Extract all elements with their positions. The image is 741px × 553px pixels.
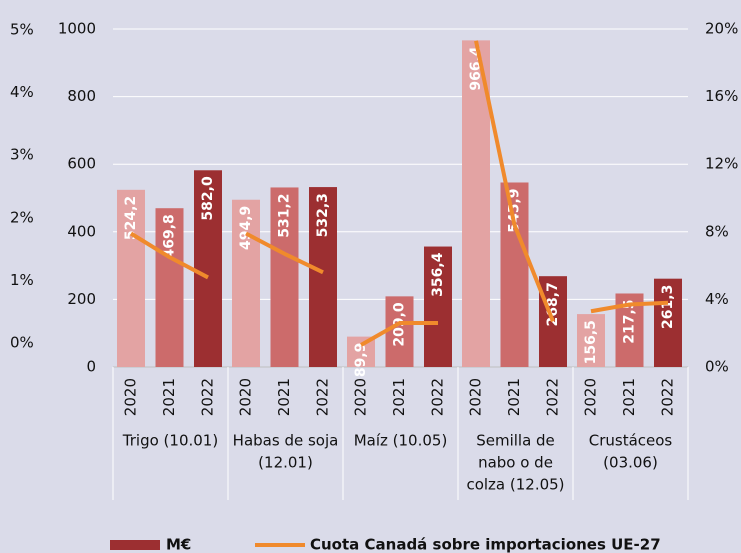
category-label: colza (12.05) [466,476,564,494]
value-label: 217,5 [622,299,638,343]
value-label: 156,5 [583,320,599,364]
year-label: 2022 [659,378,677,416]
bar [385,296,414,367]
value-label: 532,3 [315,193,331,237]
y3-tick-label: 0% [10,334,34,352]
legend-label: M€ [166,536,191,553]
year-label: 2021 [275,378,293,416]
y3-tick-label: 1% [10,271,34,289]
y3-tick-label: 4% [10,83,34,101]
bar [270,187,299,367]
y-tick-label: 800 [67,87,96,105]
category-label: Semilla de [476,432,555,450]
bar [309,187,337,367]
y-tick-label: 600 [67,155,96,173]
bar [117,189,145,367]
y2-tick-label: 20% [705,20,738,38]
bar [539,276,567,367]
year-label: 2022 [314,378,332,416]
legend-swatch [110,540,160,550]
y3-tick-label: 5% [10,21,34,39]
y-tick-label: 400 [67,222,96,240]
share-line [245,231,324,275]
y-tick-label: 1000 [58,20,96,38]
year-label: 2020 [352,378,370,416]
bar [232,199,260,367]
y2-tick-label: 4% [705,290,729,308]
year-label: 2021 [620,378,638,416]
value-label: 531,2 [277,193,293,237]
y2-tick-label: 12% [705,155,738,173]
year-label: 2020 [582,378,600,416]
value-label: 469,8 [162,214,178,258]
value-label: 356,4 [430,252,446,297]
category-label: (03.06) [603,454,658,472]
bar [424,246,452,367]
year-label: 2022 [429,378,447,416]
y-tick-label: 200 [67,290,96,308]
y2-tick-label: 8% [705,222,729,240]
category-label: Crustáceos [589,432,673,450]
bar [577,314,605,367]
category-label: Maíz (10.05) [354,432,448,450]
category-label: (12.01) [258,454,313,472]
value-label: 582,0 [200,176,216,221]
y2-tick-label: 0% [705,358,729,376]
year-label: 2020 [237,378,255,416]
y3-tick-label: 3% [10,146,34,164]
year-label: 2020 [122,378,140,416]
value-label: 89,9 [353,343,369,378]
bar [500,182,529,367]
bar [654,278,682,367]
year-label: 2021 [505,378,523,416]
share-line [360,321,438,347]
year-label: 2021 [390,378,408,416]
year-label: 2022 [199,378,217,416]
bar [155,208,184,367]
year-label: 2021 [160,378,178,416]
bar [194,170,222,367]
year-label: 2022 [544,378,562,416]
value-label: 261,3 [660,285,676,329]
y2-tick-label: 16% [705,87,738,105]
share-line [129,231,209,280]
category-label: nabo o de [478,454,553,472]
value-label: 524,2 [123,196,139,240]
year-label: 2020 [467,378,485,416]
y-tick-label: 0 [86,358,96,376]
share-line [590,300,669,314]
category-label: Trigo (10.01) [122,432,218,450]
legend-label: Cuota Canadá sobre importaciones UE-27 [310,536,661,553]
category-label: Habas de soja [233,432,339,450]
value-label: 494,9 [238,206,254,250]
y3-tick-label: 2% [10,208,34,226]
share-line [474,40,555,323]
